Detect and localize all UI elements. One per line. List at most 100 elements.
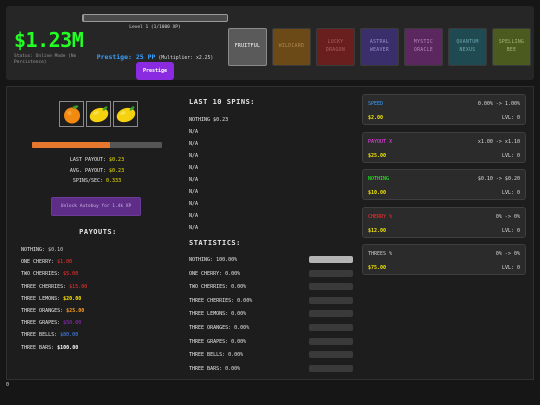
upgrade-card-cherry[interactable]: CHERRY % 0% -> 0% $12.00 LVL: 0 <box>362 206 526 238</box>
payout-label: NOTHING: <box>21 247 46 253</box>
tab-label-line: ASTRAL <box>369 40 390 45</box>
tab-label: FRUITFUL <box>235 43 261 51</box>
upgrade-card-payout-x[interactable]: PAYOUT X x1.00 -> x1.10 $25.00 LVL: 0 <box>362 131 526 163</box>
last-spin-row: N/A <box>189 177 199 183</box>
spins-per-sec-label: SPINS/SEC: <box>72 178 104 184</box>
statistic-label: THREE LEMONS: 0.00% <box>189 311 247 318</box>
tab-lucky-dragon[interactable]: LUCKY DRAGON <box>316 28 355 66</box>
tab-quantum-nexus[interactable]: QUANTUM NEXUS <box>448 28 487 66</box>
upgrade-name: THREES % <box>368 251 393 257</box>
tab-spelling-bee[interactable]: SPELLING BEE <box>492 28 531 66</box>
payout-label: THREE ORANGES: <box>21 308 64 315</box>
lemon-icon <box>89 106 108 123</box>
upgrade-cost: $10.00 <box>368 190 387 196</box>
last-payout-row: LAST PAYOUT: $0.23 <box>32 155 162 166</box>
statistic-row: THREE BELLS: 0.00% <box>189 349 355 363</box>
tab-label: WILDCARD <box>279 43 305 51</box>
last-spin-row: N/A <box>189 189 199 195</box>
upgrade-card-speed[interactable]: SPEED 0.00% -> 1.00% $2.00 LVL: 0 <box>362 94 526 125</box>
tab-astral-weaver[interactable]: ASTRAL WEAVER <box>360 28 399 66</box>
last-spins-list: NOTHING $0.23 N/A N/A N/A N/A N/A N/A N/A N/A N/A <box>189 114 228 234</box>
statistic-label: NOTHING: 100.00% <box>189 257 238 263</box>
payout-row: NOTHING: $0.10 <box>21 244 87 256</box>
upgrade-card-nothing[interactable]: NOTHING $0.10 -> $0.20 $10.00 LVL: 0 <box>362 169 526 200</box>
statistic-label: THREE CHERRIES: 0.00% <box>189 297 253 304</box>
tab-label-line: MYSTIC <box>413 40 434 45</box>
statistic-bar <box>309 351 353 359</box>
tab-label-line: DRAGON <box>325 48 346 53</box>
avg-payout-value: $0.23 <box>109 167 125 174</box>
last-spins-title: LAST 10 SPINS: <box>189 98 256 106</box>
level-progress-bar <box>82 14 228 22</box>
upgrade-change: 0% -> 0% <box>495 251 520 257</box>
prestige-multiplier: (Multiplier: x2.25) <box>158 56 214 61</box>
upgrade-level: LVL: 0 <box>501 152 520 159</box>
upgrade-change: 0% -> 0% <box>495 213 520 220</box>
tab-mystic-oracle[interactable]: MYSTIC ORACLE <box>404 28 443 66</box>
payout-label: THREE GRAPES: <box>21 320 61 327</box>
payout-row: THREE ORANGES: $25.00 <box>21 305 87 317</box>
tab-label-line: FRUITFUL <box>234 44 261 49</box>
payout-label: THREE LEMONS: <box>21 295 61 302</box>
upgrade-cost: $2.00 <box>368 115 384 121</box>
tab-wildcard[interactable]: WILDCARD <box>272 28 311 66</box>
reel-2 <box>86 101 111 127</box>
orange-icon <box>63 105 80 124</box>
upgrade-level: LVL: 0 <box>501 115 520 121</box>
statistic-row: NOTHING: 100.00% <box>189 254 355 268</box>
tab-label: ASTRAL WEAVER <box>370 39 389 55</box>
statistic-bar-fill <box>309 256 353 263</box>
upgrade-card-threes[interactable]: THREES % 0% -> 0% $75.00 LVL: 0 <box>362 244 526 275</box>
payouts-title: PAYOUTS: <box>79 228 117 236</box>
statistic-bar <box>309 283 353 291</box>
last-payout-value: $0.23 <box>109 157 125 163</box>
payout-label: THREE BELLS: <box>21 332 58 339</box>
last-spin-row: N/A <box>189 129 199 135</box>
tab-fruitful[interactable]: FRUITFUL <box>228 28 267 66</box>
last-spin-row: N/A <box>189 201 199 207</box>
reel-1 <box>59 101 84 127</box>
payout-label: THREE CHERRIES: <box>21 283 67 290</box>
tab-label-line: ORACLE <box>413 48 434 53</box>
upgrade-change: x1.00 -> x1.10 <box>477 138 520 145</box>
payout-row: THREE BARS: $100.00 <box>21 342 87 354</box>
upgrade-cost: $75.00 <box>368 265 387 271</box>
statistic-row: ONE CHERRY: 0.00% <box>189 268 355 282</box>
statistic-label: THREE GRAPES: 0.00% <box>189 338 247 345</box>
statistic-bar <box>309 364 353 372</box>
prestige-button[interactable]: Prestige <box>136 62 174 80</box>
statistic-row: THREE ORANGES: 0.00% <box>189 322 355 336</box>
statistic-bar <box>309 256 353 263</box>
tab-label: SPELLING BEE <box>499 39 525 55</box>
statistic-label: TWO CHERRIES: 0.00% <box>189 284 247 291</box>
payout-row: ONE CHERRY: $1.00 <box>21 256 87 268</box>
payout-value: $0.10 <box>48 247 64 253</box>
upgrade-name: SPEED <box>368 101 384 107</box>
statistic-label: THREE BELLS: 0.00% <box>189 352 244 359</box>
payout-row: THREE BELLS: $80.00 <box>21 329 87 341</box>
unlock-autobuy-button[interactable]: Unlock Autobuy for 1.4k XP <box>51 197 141 216</box>
upgrade-change: $0.10 -> $0.20 <box>477 176 520 182</box>
statistic-row: THREE BARS: 0.00% <box>189 363 355 377</box>
header-panel: $1.23M Status: Online Mode (No Persisten… <box>6 6 534 80</box>
payout-value: $25.00 <box>66 308 85 315</box>
spins-per-sec-value: 0.333 <box>106 178 122 184</box>
spin-progress-bar <box>32 142 162 148</box>
last-spin-row: NOTHING $0.23 <box>189 117 229 123</box>
payout-row: THREE GRAPES: $50.00 <box>21 317 87 329</box>
statistic-row: TWO CHERRIES: 0.00% <box>189 281 355 295</box>
counter-text: 0 <box>6 382 10 388</box>
last-spin-row: N/A <box>189 153 199 159</box>
upgrade-level: LVL: 0 <box>501 265 520 271</box>
upgrade-name: PAYOUT X <box>368 138 393 145</box>
statistic-row: THREE GRAPES: 0.00% <box>189 336 355 350</box>
upgrade-name: CHERRY % <box>368 213 393 220</box>
statistic-bar <box>309 323 353 331</box>
payout-row: TWO CHERRIES: $5.00 <box>21 268 87 280</box>
payout-label: ONE CHERRY: <box>21 259 55 266</box>
upgrade-level: LVL: 0 <box>501 227 520 234</box>
tab-label-line: LUCKY <box>327 40 344 45</box>
statistic-bar <box>309 310 353 318</box>
payouts-list: NOTHING: $0.10 ONE CHERRY: $1.00 TWO CHERR… <box>21 244 87 354</box>
main-panel: LAST PAYOUT: $0.23 AVG. PAYOUT: $0.23 SP… <box>6 86 534 380</box>
